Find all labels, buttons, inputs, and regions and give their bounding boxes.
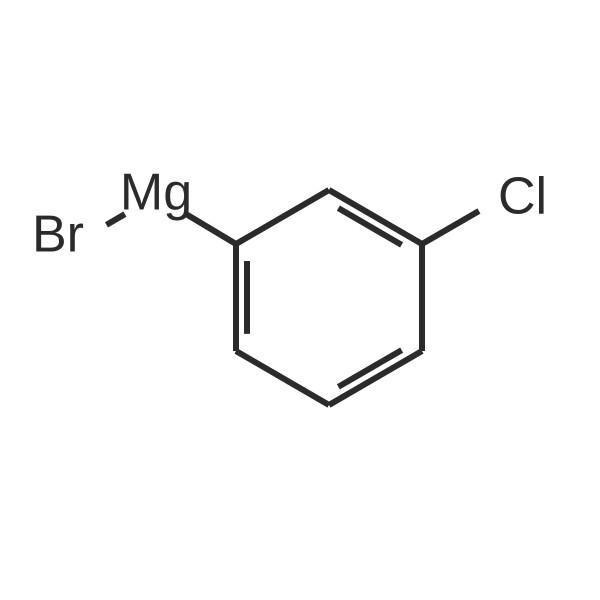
bond-C5-C6 bbox=[236, 351, 329, 405]
bond-C2-C3 bbox=[329, 190, 422, 245]
molecule-canvas: Mg Br Cl bbox=[0, 0, 600, 600]
bond-C3-Cl bbox=[422, 211, 479, 244]
bond-C1-C2 bbox=[236, 190, 329, 244]
bond-C6-C1 bbox=[236, 244, 247, 351]
bond-C4-C5 bbox=[329, 350, 422, 405]
atom-label-cl: Cl bbox=[498, 168, 547, 226]
atom-label-mg: Mg bbox=[120, 164, 192, 222]
atom-label-br: Br bbox=[32, 206, 84, 264]
bond-C1-Mg bbox=[187, 215, 236, 244]
